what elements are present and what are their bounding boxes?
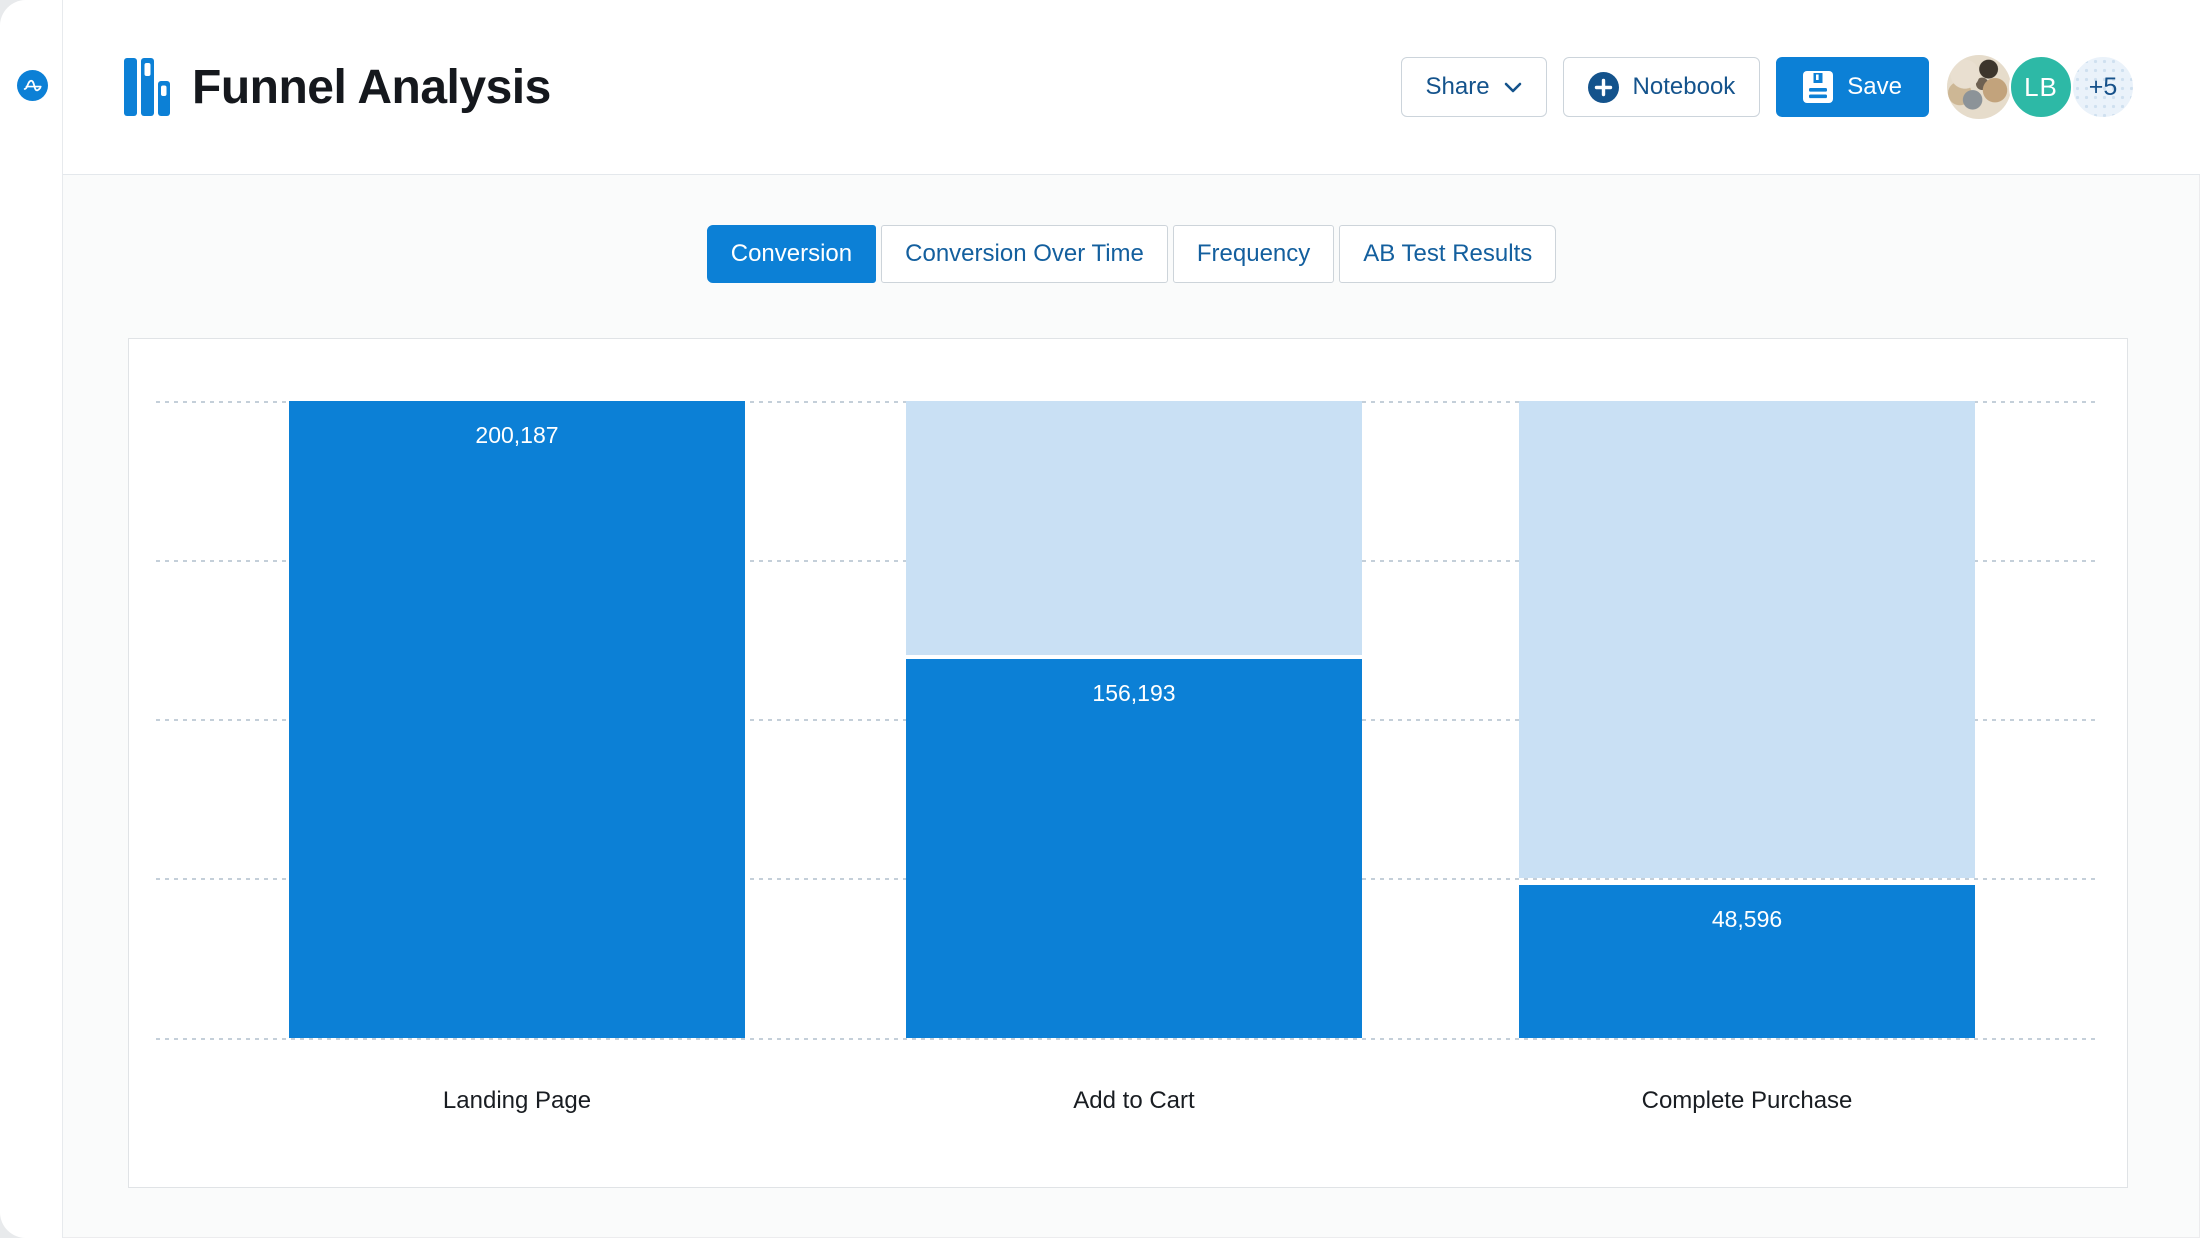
notebook-button[interactable]: Notebook	[1562, 57, 1761, 117]
save-floppy-icon	[1803, 71, 1834, 103]
bar-value-label: 200,187	[475, 422, 559, 448]
funnel-bar-complete-purchase[interactable]: 48,596	[1519, 401, 1975, 1038]
funnel-chart-card: 200,187 156,193 48,596 Landing Page Add to …	[128, 338, 2128, 1188]
avatar-initials[interactable]: LB	[2009, 55, 2073, 119]
funnel-bar-landing-page[interactable]: 200,187	[289, 401, 745, 1038]
bar-segment-total[interactable]	[906, 401, 1362, 655]
avatar-photo[interactable]	[1947, 55, 2011, 119]
bar-value-label: 156,193	[1092, 680, 1176, 706]
step-label-landing-page: Landing Page	[442, 1087, 592, 1114]
title-group: Funnel Analysis	[124, 58, 551, 116]
collaborator-avatars: LB +5	[1947, 55, 2135, 119]
gridline	[156, 1038, 2100, 1041]
save-button-label: Save	[1847, 73, 1902, 100]
tab-ab-test-results[interactable]: AB Test Results	[1339, 225, 1557, 283]
bar-value-label: 48,596	[1711, 906, 1783, 932]
chevron-down-icon	[1504, 82, 1521, 92]
step-label-complete-purchase: Complete Purchase	[1641, 1087, 1853, 1114]
tab-conversion-over-time[interactable]: Conversion Over Time	[881, 225, 1168, 283]
tab-conversion[interactable]: Conversion	[706, 225, 877, 283]
notebook-button-label: Notebook	[1632, 73, 1736, 100]
save-button[interactable]: Save	[1776, 57, 1929, 117]
funnel-chart-icon	[124, 58, 170, 116]
amplitude-wave-a-icon	[23, 79, 42, 92]
avatar-overflow-badge[interactable]: +5	[2071, 55, 2135, 119]
bar-segment-converted[interactable]: 156,193	[906, 659, 1362, 1038]
funnel-bar-add-to-cart[interactable]: 156,193	[906, 401, 1362, 1038]
share-button-label: Share	[1425, 73, 1490, 100]
page-header: Funnel Analysis Share Notebook	[63, 0, 2200, 175]
bar-segment-converted[interactable]: 200,187	[289, 401, 745, 1038]
bar-segment-total[interactable]	[1519, 401, 1975, 878]
plus-circle-icon	[1587, 71, 1619, 103]
page-title: Funnel Analysis	[192, 60, 551, 114]
chart-type-tabs: Conversion Conversion Over Time Frequency A…	[63, 225, 2200, 283]
bar-segment-converted[interactable]: 48,596	[1519, 885, 1975, 1038]
left-nav-rail	[0, 0, 63, 1238]
share-button[interactable]: Share	[1400, 57, 1547, 117]
step-label-add-to-cart: Add to Cart	[1073, 1087, 1195, 1114]
amplitude-logo[interactable]	[17, 70, 48, 101]
tab-frequency[interactable]: Frequency	[1172, 225, 1335, 283]
